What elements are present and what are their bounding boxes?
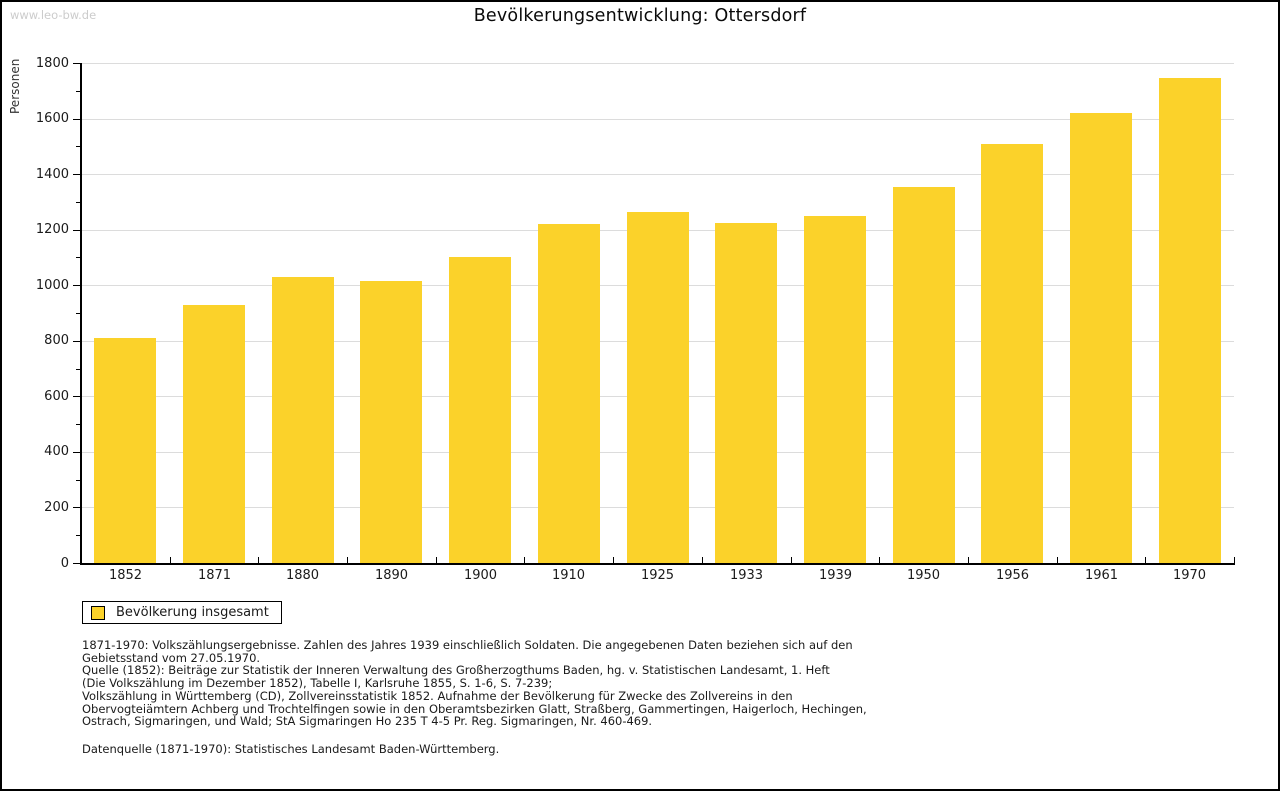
y-major-tick — [73, 563, 81, 564]
legend-label: Bevölkerung insgesamt — [116, 605, 269, 620]
bar-1950 — [893, 186, 955, 563]
bar-1970 — [1159, 78, 1221, 563]
y-tick-label: 1800 — [35, 55, 69, 71]
footnote-line: Obervogteiämtern Achberg und Trochtelfin… — [82, 701, 867, 716]
x-tick — [170, 557, 171, 563]
x-tick — [702, 557, 703, 563]
y-major-tick — [73, 507, 81, 509]
x-tick-label: 1910 — [551, 568, 586, 583]
bar-1925 — [627, 211, 689, 563]
y-minor-tick — [76, 313, 81, 314]
x-tick — [1234, 557, 1235, 563]
x-tick — [879, 557, 880, 563]
y-axis-line — [80, 63, 82, 565]
bar-1939 — [804, 215, 866, 563]
x-tick-label: 1939 — [818, 568, 853, 583]
x-tick-label: 1925 — [640, 568, 675, 583]
y-major-tick — [73, 451, 81, 453]
footnote-line: (Die Volkszählung im Dezember 1852), Tab… — [82, 676, 553, 691]
x-tick — [791, 557, 792, 563]
gridline — [82, 63, 1234, 64]
y-tick-label: 0 — [60, 555, 69, 571]
watermark: www.leo-bw.de — [10, 8, 97, 22]
legend-swatch-icon — [91, 605, 105, 620]
x-tick — [1057, 557, 1058, 563]
x-tick-label: 1950 — [906, 568, 941, 583]
y-minor-tick — [76, 257, 81, 259]
gridline — [82, 174, 1234, 176]
y-minor-tick — [76, 479, 81, 481]
x-tick-label: 1852 — [108, 568, 143, 583]
y-minor-tick — [76, 535, 81, 537]
x-tick-label: 1871 — [197, 568, 232, 583]
y-major-tick — [73, 63, 81, 64]
y-major-tick — [73, 118, 81, 120]
footnote-line: Quelle (1852): Beiträge zur Statistik de… — [82, 663, 830, 678]
bar-1880 — [272, 276, 334, 563]
x-tick — [524, 557, 525, 563]
bar-1871 — [183, 305, 245, 563]
x-tick — [436, 557, 437, 563]
y-major-tick — [73, 340, 81, 342]
x-tick-label: 1970 — [1172, 568, 1207, 583]
gridline — [82, 118, 1234, 120]
x-tick-label: 1880 — [285, 568, 320, 583]
page-title: Bevölkerungsentwicklung: Ottersdorf — [473, 6, 807, 26]
y-minor-tick — [76, 90, 81, 92]
x-tick — [1145, 557, 1146, 563]
y-tick-label: 1000 — [35, 277, 69, 293]
x-axis-line — [80, 563, 1235, 565]
y-tick-label: 400 — [44, 444, 69, 460]
x-tick-label: 1933 — [729, 568, 764, 583]
x-tick-label: 1956 — [995, 568, 1030, 583]
footnote-line: Volkszählung in Württemberg (CD), Zollve… — [82, 688, 793, 703]
bar-1956 — [981, 144, 1043, 563]
bar-1852 — [94, 338, 156, 563]
y-tick-label: 1400 — [35, 166, 69, 182]
y-major-tick — [73, 229, 81, 231]
datasource-line: Datenquelle (1871-1970): Statistisches L… — [82, 742, 500, 756]
bar-1890 — [360, 281, 422, 563]
bar-1900 — [449, 257, 511, 563]
y-minor-tick — [76, 201, 81, 203]
bar-1910 — [538, 223, 600, 563]
legend: Bevölkerung insgesamt — [82, 601, 282, 624]
y-minor-tick — [76, 424, 81, 426]
x-tick — [347, 557, 348, 563]
y-major-tick — [73, 174, 81, 176]
y-major-tick — [73, 285, 81, 287]
footnote-line: Gebietsstand vom 27.05.1970. — [82, 650, 261, 665]
y-minor-tick — [76, 146, 81, 148]
bar-1933 — [715, 223, 777, 563]
x-tick-label: 1890 — [374, 568, 409, 583]
x-tick-label: 1900 — [463, 568, 498, 583]
footnote-line: 1871-1970: Volkszählungsergebnisse. Zahl… — [82, 638, 853, 652]
footnotes: 1871-1970: Volkszählungsergebnisse. Zahl… — [82, 639, 867, 728]
x-tick — [258, 557, 259, 563]
y-tick-label: 600 — [44, 388, 69, 404]
x-tick-label: 1961 — [1084, 568, 1119, 583]
y-tick-label: 1600 — [35, 111, 69, 127]
x-tick — [968, 557, 969, 563]
x-tick — [613, 557, 614, 563]
footnote-line: Ostrach, Sigmaringen, und Wald; StA Sigm… — [82, 714, 653, 729]
y-tick-label: 800 — [44, 333, 69, 349]
y-tick-label: 200 — [44, 499, 69, 515]
y-major-tick — [73, 396, 81, 398]
bar-1961 — [1070, 113, 1132, 563]
y-minor-tick — [76, 368, 81, 370]
y-tick-label: 1200 — [35, 222, 69, 238]
